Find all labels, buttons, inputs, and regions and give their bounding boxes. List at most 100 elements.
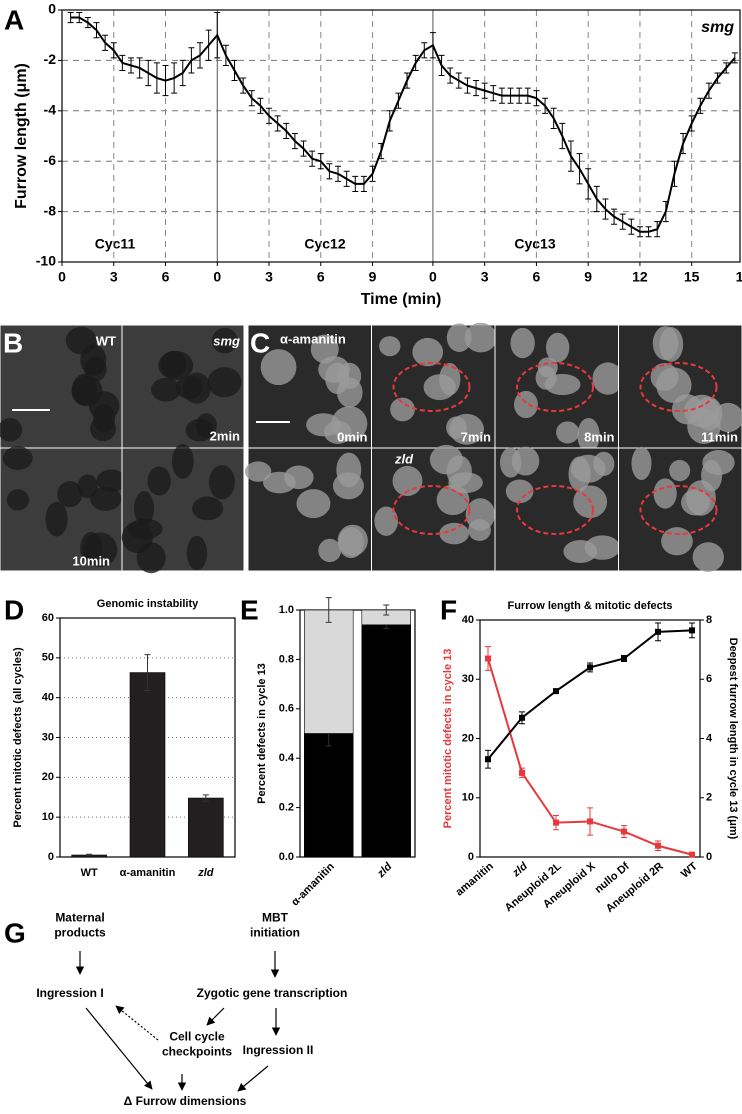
node-label: Δ Furrow dimensions — [124, 1094, 247, 1108]
cell — [90, 486, 122, 511]
bar — [188, 797, 224, 858]
node-label: Cell cycle — [169, 1030, 225, 1044]
y-tick-label: 0 — [468, 851, 474, 863]
cell — [65, 326, 97, 355]
cell — [310, 334, 339, 364]
cell — [84, 356, 107, 382]
marker — [485, 756, 491, 763]
image-label: 0min — [337, 429, 367, 444]
y-tick-label: 0 — [48, 1, 56, 17]
cell — [207, 367, 242, 398]
panel-letter: A — [4, 4, 24, 35]
marker — [689, 851, 695, 858]
y-axis-label: Percent defects in cycle 13 — [256, 663, 268, 804]
cell — [584, 535, 621, 560]
cell — [465, 498, 496, 531]
cell — [77, 474, 98, 499]
cell — [505, 479, 534, 504]
cell — [151, 377, 181, 402]
cell — [83, 532, 118, 567]
x-tick-label: 12 — [632, 269, 648, 285]
cell — [182, 372, 211, 404]
bar — [304, 609, 354, 734]
y2-tick-label: 0 — [706, 851, 712, 863]
x-tick-label: amanitin — [453, 860, 496, 898]
marker — [587, 818, 593, 825]
y-tick-label: 50 — [42, 652, 54, 664]
marker — [689, 627, 695, 634]
y-tick-label: 0.6 — [279, 703, 294, 715]
y-tick-label: 0 — [48, 851, 54, 863]
plot-frame — [61, 9, 741, 263]
y-tick-label: -6 — [44, 152, 57, 168]
cell — [284, 465, 314, 490]
cell — [592, 362, 624, 395]
node-label: initiation — [250, 926, 300, 940]
x-tick-label: α-amanitin — [289, 860, 337, 908]
cell — [446, 323, 472, 353]
cell — [260, 349, 297, 386]
error-bar — [383, 604, 390, 616]
cycle-label: Cyc11 — [95, 236, 136, 252]
image-label: 2min — [210, 428, 240, 443]
marker — [655, 842, 661, 849]
cell — [556, 421, 580, 444]
y-tick-label: 0.2 — [279, 802, 294, 814]
cell — [661, 527, 693, 556]
bar — [129, 672, 166, 858]
y-tick-label: -2 — [44, 51, 57, 67]
error-bar — [86, 853, 93, 857]
bar — [361, 624, 411, 858]
cell — [147, 466, 171, 496]
x-tick-label: zld — [374, 860, 394, 880]
marker — [587, 664, 593, 671]
x-tick-label: 18 — [736, 269, 742, 285]
cell — [684, 394, 720, 428]
marker — [621, 655, 627, 662]
y-tick-label: 0.4 — [279, 752, 295, 764]
cell — [544, 373, 581, 396]
panel-letter: B — [3, 327, 23, 358]
y-tick-label: 10 — [462, 792, 474, 804]
marker — [485, 655, 491, 662]
cell — [390, 397, 415, 422]
panel-letter: F — [440, 594, 457, 625]
image-label: 11min — [701, 429, 738, 444]
marker — [621, 828, 627, 835]
x-tick-label: zld — [510, 860, 530, 880]
cell — [6, 489, 30, 511]
cell — [338, 527, 364, 559]
cell — [336, 377, 363, 408]
panel-letter: E — [240, 594, 259, 625]
outline — [639, 485, 718, 535]
cell — [90, 415, 117, 442]
node-label: MBT — [262, 911, 289, 925]
outline — [516, 485, 594, 535]
diagram-arrows — [75, 951, 281, 1092]
cell — [57, 480, 83, 508]
x-tick-label: 0 — [58, 269, 66, 285]
arrow — [115, 1005, 159, 1041]
cell — [545, 332, 570, 363]
error-bar — [325, 597, 332, 623]
cell — [374, 506, 398, 536]
cell — [568, 456, 591, 492]
y-tick-label: 1.0 — [279, 604, 294, 616]
chart-title: Genomic instability — [97, 598, 199, 610]
marker — [553, 819, 559, 826]
y-tick-label: 60 — [42, 612, 54, 624]
y-axis-label: Furrow length (μm) — [13, 63, 30, 209]
marker — [519, 714, 525, 721]
y-tick-label: 40 — [42, 692, 54, 704]
y-tick-label: -8 — [44, 202, 57, 218]
cell — [128, 518, 163, 540]
cycle-label: Cyc12 — [304, 236, 345, 252]
image-label: 10min — [72, 553, 110, 568]
x-tick-label: 3 — [265, 269, 273, 285]
cell — [446, 416, 467, 439]
x-axis-label: Time (min) — [361, 291, 442, 308]
x-tick-label: 6 — [317, 269, 325, 285]
marker — [519, 769, 525, 776]
panel-letter: C — [250, 327, 270, 358]
line — [487, 629, 693, 760]
